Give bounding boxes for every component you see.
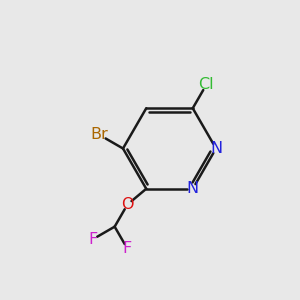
Text: N: N bbox=[210, 141, 222, 156]
Text: N: N bbox=[187, 181, 199, 196]
Text: Cl: Cl bbox=[198, 77, 214, 92]
Text: F: F bbox=[123, 241, 132, 256]
Text: O: O bbox=[121, 197, 134, 212]
Text: F: F bbox=[88, 232, 97, 247]
Text: Br: Br bbox=[90, 127, 108, 142]
